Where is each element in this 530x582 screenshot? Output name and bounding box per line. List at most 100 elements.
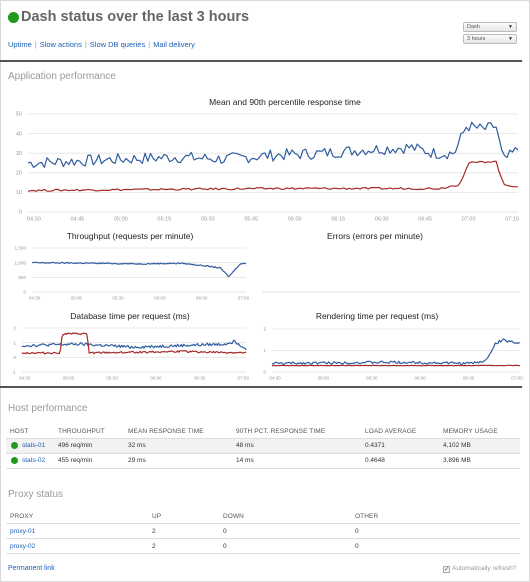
section-title-host-performance: Host performance (8, 403, 88, 414)
x-tick-label: 06:45 (418, 217, 432, 223)
database-time-chart: -1 0 1 2 04:30 05:00 05:30 06:00 06:30 07:00 (12, 326, 250, 381)
col-header-memory-usage: MEMORY USAGE (443, 428, 498, 435)
table-divider (6, 523, 520, 524)
host-memory-usage: 4,102 MB (443, 442, 471, 449)
host-link-stats-02[interactable]: stats-02 (22, 457, 46, 464)
x-tick-label: 06:00 (154, 296, 166, 301)
x-tick-label: 06:00 (150, 376, 162, 381)
proxy-link-proxy-01[interactable]: proxy-01 (10, 528, 36, 535)
y-tick-label: 10 (16, 190, 22, 196)
x-tick-label: 06:15 (331, 217, 345, 223)
nav-separator: | (148, 40, 151, 49)
x-tick-label: 07:00 (511, 376, 523, 381)
nav-link-slow-actions[interactable]: Slow actions (39, 40, 82, 49)
proxy-link-proxy-02[interactable]: proxy-02 (10, 543, 36, 550)
x-tick-label: 05:00 (71, 296, 83, 301)
status-ok-icon (8, 12, 19, 23)
host-90th-response: 48 ms (236, 442, 254, 449)
chart-title-rendering-time: Rendering time per request (ms) (315, 311, 439, 321)
section-divider (0, 60, 522, 62)
nav-link-mail-delivery[interactable]: Mail delivery (153, 40, 195, 49)
host-status-icon (11, 442, 18, 449)
x-tick-label: 05:30 (106, 376, 118, 381)
series-line-1 (31, 261, 247, 278)
x-tick-label: 07:15 (505, 217, 519, 223)
nav-separator: | (84, 40, 87, 49)
series-line-1 (21, 339, 247, 351)
series-line-1 (271, 338, 521, 366)
nav-link-slow-db-queries[interactable]: Slow DB queries (89, 40, 146, 49)
col-header-mean-response: MEAN RESPONSE TIME (128, 428, 204, 435)
col-header-other: OTHER (355, 513, 379, 520)
col-header-load-average: LOAD AVERAGE (365, 428, 417, 435)
y-tick-label: 40 (16, 131, 22, 137)
host-load-average: 0.4371 (365, 442, 385, 449)
table-divider (6, 438, 520, 439)
x-tick-label: 05:30 (112, 296, 124, 301)
host-link-stats-01[interactable]: stats-01 (22, 442, 46, 449)
host-mean-response: 29 ms (128, 457, 146, 464)
x-tick-label: 05:30 (201, 217, 215, 223)
series-line-2 (21, 332, 247, 355)
x-tick-label: 05:00 (318, 376, 330, 381)
response-time-chart: 0 10 20 30 40 50 04:30 04:45 05:00 05:15 05:30 05:4… (16, 112, 519, 223)
host-90th-response: 14 ms (236, 457, 254, 464)
x-tick-label: 05:15 (157, 217, 171, 223)
chart-title-response-time: Mean and 90th percentile response time (209, 97, 361, 107)
time-range-select-value: 3 hours (467, 36, 486, 42)
host-mean-response: 32 ms (128, 442, 146, 449)
app-select-value: Dash (467, 24, 480, 30)
x-tick-label: 07:00 (238, 376, 250, 381)
x-tick-label: 05:00 (63, 376, 75, 381)
col-header-down: DOWN (223, 513, 244, 520)
nav-separator: | (34, 40, 37, 49)
x-tick-label: 04:30 (19, 376, 31, 381)
table-divider (6, 538, 520, 539)
table-divider (6, 468, 520, 469)
auto-refresh-checkbox[interactable]: ✓ (443, 566, 450, 573)
col-header-proxy: PROXY (10, 513, 34, 520)
x-tick-label: 05:00 (114, 217, 128, 223)
chart-title-errors: Errors (errors per minute) (327, 231, 423, 241)
auto-refresh-control: ✓ Automatically refresh? (443, 565, 516, 573)
x-tick-label: 07:00 (462, 217, 476, 223)
nav-link-uptime[interactable]: Uptime (8, 40, 32, 49)
x-tick-label: 04:30 (269, 376, 281, 381)
series-line-1 (27, 121, 519, 168)
col-header-host: HOST (10, 428, 29, 435)
host-memory-usage: 3,896 MB (443, 457, 471, 464)
table-row (6, 439, 520, 453)
time-range-select[interactable]: 3 hours ▼ (463, 34, 517, 44)
host-status-icon (11, 457, 18, 464)
y-tick-label: 1,500 (15, 246, 27, 251)
proxy-up-count: 2 (152, 543, 156, 550)
col-header-90th-response: 90TH PCT. RESPONSE TIME (236, 428, 326, 435)
section-divider (0, 386, 522, 388)
chevron-down-icon: ▼ (508, 24, 513, 30)
y-tick-label: 1 (13, 340, 16, 345)
throughput-chart: 0 500 1,000 1,500 04:30 05:00 05:30 06:00 06:30 0… (15, 246, 250, 301)
section-title-app-performance: Application performance (8, 71, 116, 82)
x-tick-label: 06:00 (288, 217, 302, 223)
y-tick-label: 0 (23, 290, 26, 295)
x-tick-label: 04:30 (29, 296, 41, 301)
y-tick-label: 1 (263, 348, 266, 353)
app-select[interactable]: Dash ▼ (463, 22, 517, 32)
x-tick-label: 04:30 (27, 217, 41, 223)
x-tick-label: 06:30 (194, 376, 206, 381)
table-divider (6, 553, 520, 554)
col-header-up: UP (152, 513, 162, 520)
x-tick-label: 06:30 (196, 296, 208, 301)
host-throughput: 496 req/min (58, 442, 93, 449)
y-tick-label: -1 (12, 370, 17, 375)
y-tick-label: 50 (16, 112, 22, 118)
y-tick-label: 2 (263, 327, 266, 332)
x-tick-label: 07:00 (238, 296, 250, 301)
y-tick-label: 0 (263, 370, 266, 375)
errors-chart (262, 291, 520, 293)
chevron-down-icon: ▼ (508, 36, 513, 42)
proxy-down-count: 0 (223, 543, 227, 550)
auto-refresh-label: Automatically refresh? (452, 565, 517, 572)
permanent-link[interactable]: Permanent link (8, 565, 55, 572)
chart-title-database-time: Database time per request (ms) (70, 311, 190, 321)
